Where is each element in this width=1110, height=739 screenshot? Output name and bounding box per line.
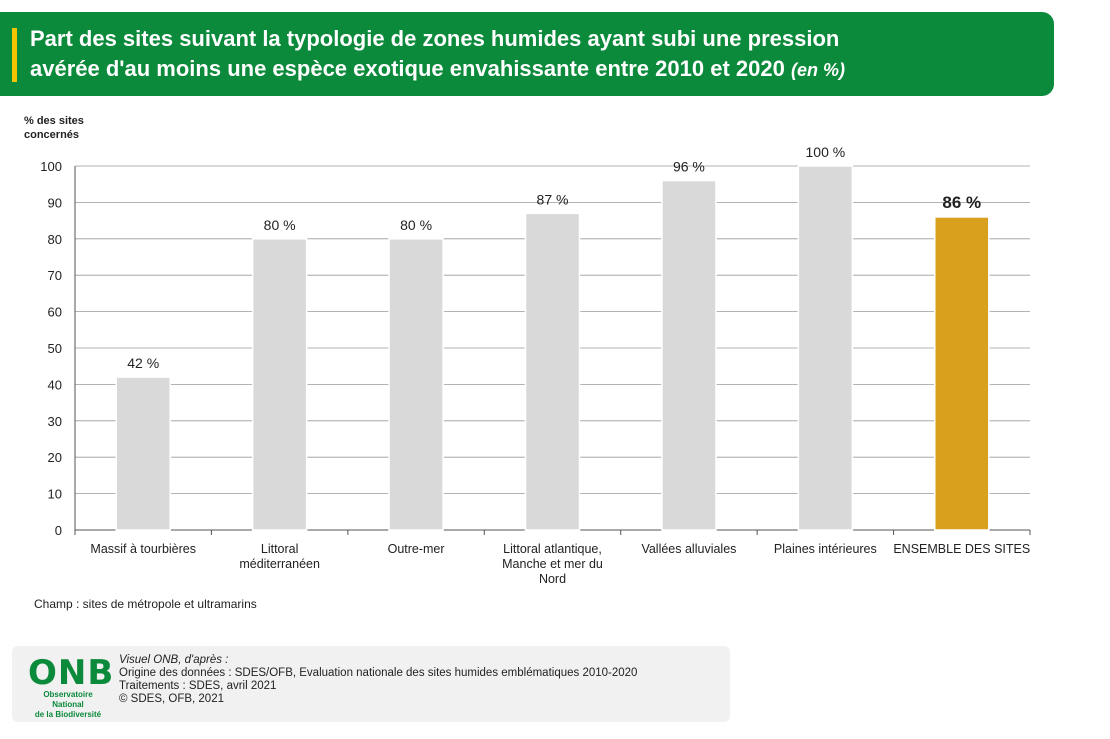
chart-title-line2-text: avérée d'au moins une espèce exotique en…: [30, 56, 785, 81]
x-category-label: ENSEMBLE DES SITES: [893, 542, 1030, 556]
bar: [524, 212, 581, 531]
y-tick-label: 100: [40, 159, 62, 174]
source-credits: Visuel ONB, d'après : Origine des donnée…: [119, 654, 637, 706]
bar: [797, 165, 854, 531]
title-banner: Part des sites suivant la typologie de z…: [0, 12, 1054, 96]
bar-chart: 0 10 20 30 40 50 60 70 80 90 100 42 % Massif à tourb…: [40, 144, 1031, 586]
x-category-label: Littoral atlantique,: [503, 542, 602, 556]
y-axis-unit-line2: concernés: [24, 129, 80, 141]
bar: [661, 179, 717, 531]
x-category-label: Manche et mer du: [502, 557, 603, 571]
y-tick-label: 0: [55, 523, 62, 538]
x-category-label: Massif à tourbières: [90, 542, 196, 556]
bar-value-label: 42 %: [127, 355, 159, 371]
bar: [934, 216, 990, 531]
bar: [251, 238, 308, 531]
y-tick-label: 10: [48, 487, 62, 502]
bar: [388, 238, 444, 531]
bar: [115, 376, 171, 531]
chart-title-line1: Part des sites suivant la typologie de z…: [30, 26, 840, 51]
y-tick-label: 80: [48, 232, 62, 247]
credits-traitements: Traitements : SDES, avril 2021: [119, 680, 277, 692]
bar-value-label: 86 %: [942, 193, 981, 212]
x-category-label: méditerranéen: [239, 557, 320, 571]
y-tick-label: 60: [48, 305, 62, 320]
x-category-label: Littoral: [261, 542, 299, 556]
bar-value-label: 80 %: [264, 217, 296, 233]
y-axis-unit-label: % des sites concernés: [24, 114, 84, 142]
y-axis-unit-line1: % des sites: [24, 115, 84, 127]
bar-value-label: 80 %: [400, 217, 432, 233]
y-tick-label: 90: [48, 195, 62, 210]
y-tick-label: 20: [48, 450, 62, 465]
y-tick-label: 70: [48, 268, 62, 283]
bar-value-label: 87 %: [537, 191, 569, 207]
bar-value-label: 100 %: [806, 144, 846, 160]
y-tick-label: 40: [48, 377, 62, 392]
y-tick-label: 50: [48, 341, 62, 356]
onb-logo-text: ONB: [28, 653, 115, 693]
x-category-label: Outre-mer: [388, 542, 445, 556]
onb-logo-sub1: Observatoire National: [43, 690, 93, 709]
scope-note: Champ : sites de métropole et ultramarin…: [34, 597, 257, 611]
x-category-label: Nord: [539, 572, 566, 586]
credits-copyright: © SDES, OFB, 2021: [119, 693, 224, 705]
chart-title-unit: (en %): [790, 60, 845, 80]
chart-title-line2: avérée d'au moins une espèce exotique en…: [30, 54, 1040, 85]
x-category-label: Vallées alluviales: [641, 542, 736, 556]
title-accent-bar: [12, 28, 17, 82]
credits-visuel: Visuel ONB, d'après :: [119, 654, 229, 666]
onb-logo: ONB Observatoire National de la Biodiver…: [28, 653, 115, 720]
source-footer: ONB Observatoire National de la Biodiver…: [12, 646, 730, 722]
y-tick-label: 30: [48, 414, 62, 429]
onb-logo-sub2: de la Biodiversité: [34, 710, 102, 719]
x-category-label: Plaines intérieures: [774, 542, 877, 556]
credits-origine: Origine des données : SDES/OFB, Evaluati…: [119, 667, 638, 679]
chart-title: Part des sites suivant la typologie de z…: [30, 24, 1040, 85]
bar-value-label: 96 %: [673, 159, 705, 175]
